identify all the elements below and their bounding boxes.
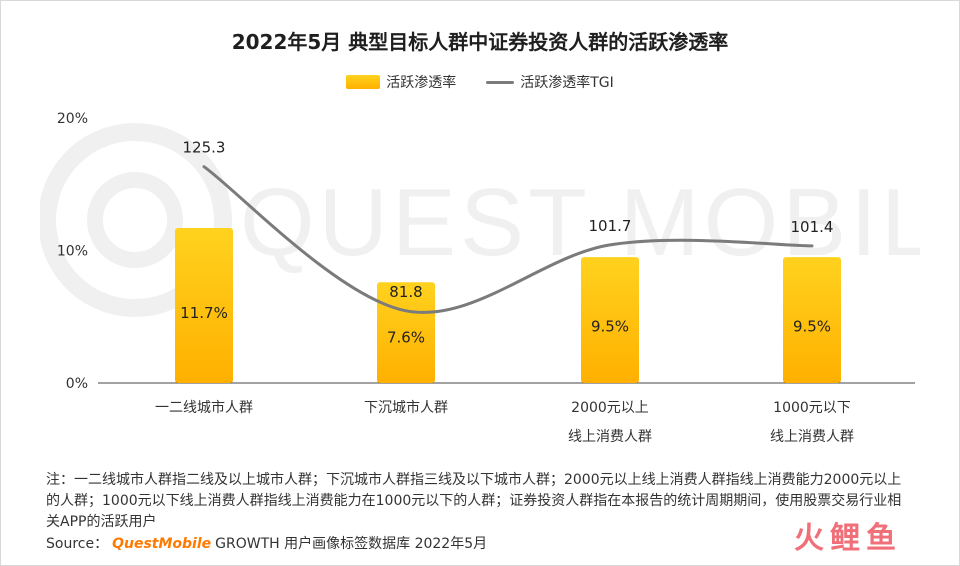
- legend-swatch-line: [486, 80, 515, 84]
- bar: [783, 257, 841, 383]
- legend: 活跃渗透率 活跃渗透率TGI: [0, 72, 960, 92]
- legend-item-line: 活跃渗透率TGI: [486, 72, 614, 92]
- tgi-value-label: 101.7: [589, 217, 632, 235]
- chart-title: 2022年5月 典型目标人群中证券投资人群的活跃渗透率: [231, 30, 729, 54]
- y-tick-label: 0%: [66, 376, 88, 392]
- bar-value-label: 7.6%: [387, 329, 425, 347]
- legend-label-line: 活跃渗透率TGI: [520, 75, 614, 91]
- source-line: Source： QuestMobile GROWTH 用户画像标签数据库 202…: [46, 533, 487, 553]
- tgi-line: [202, 165, 814, 314]
- legend-swatch-bar: [346, 75, 381, 89]
- bar: [175, 227, 233, 383]
- bar-value-label: 9.5%: [591, 317, 629, 335]
- corner-logo: 火鲤鱼: [794, 521, 902, 556]
- footnote: 注：一二线城市人群指二线及以上城市人群；下沉城市人群指三线及以下城市人群；200…: [46, 472, 902, 530]
- source-prefix: Source：: [46, 536, 109, 552]
- watermark: QUEST MOBILE: [40, 123, 920, 317]
- x-tick-label: 1000元以下: [773, 400, 851, 416]
- x-tick-label: 下沉城市人群: [364, 399, 448, 416]
- x-tick-label: 线上消费人群: [568, 429, 652, 445]
- bar-value-label: 9.5%: [793, 317, 831, 335]
- source-brand: QuestMobile: [112, 536, 212, 552]
- tgi-value-label: 101.4: [791, 218, 834, 236]
- legend-label-bar: 活跃渗透率: [386, 75, 457, 91]
- plot-area: 20% 10% 0% 11.7% 7.6% 9.5% 9.5% 一二线城市人群 下沉城市人群 20…: [57, 111, 915, 445]
- corner-logo-text: 火鲤鱼: [794, 521, 902, 556]
- source-suffix: GROWTH 用户画像标签数据库 2022年5月: [215, 536, 488, 552]
- y-tick-label: 10%: [57, 244, 88, 260]
- bar-value-label: 11.7%: [180, 304, 228, 322]
- y-tick-label: 20%: [57, 111, 88, 127]
- tgi-value-label: 125.3: [183, 139, 226, 157]
- x-tick-label: 一二线城市人群: [155, 399, 253, 416]
- tgi-value-label: 81.8: [389, 283, 422, 301]
- legend-item-bar: 活跃渗透率: [346, 72, 456, 92]
- bar: [581, 257, 639, 383]
- x-tick-label: 线上消费人群: [770, 429, 854, 445]
- x-tick-label: 2000元以上: [571, 400, 649, 416]
